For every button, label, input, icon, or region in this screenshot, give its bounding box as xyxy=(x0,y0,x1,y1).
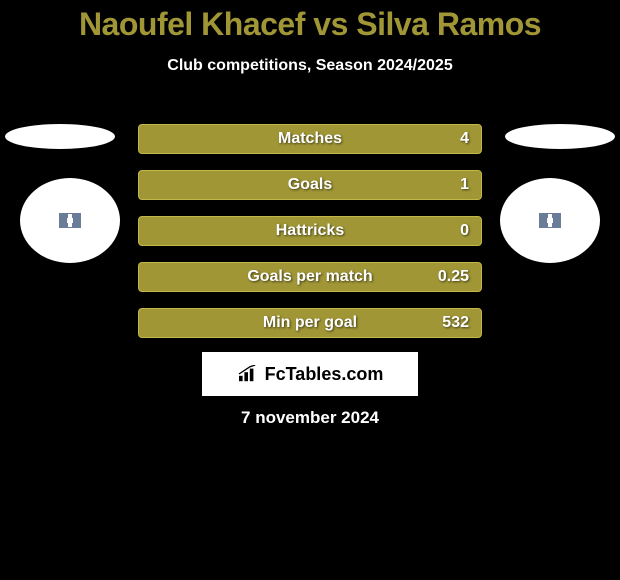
stat-row: Min per goal 532 xyxy=(138,308,482,338)
stat-label: Goals xyxy=(288,176,332,194)
date-label: 7 november 2024 xyxy=(0,408,620,428)
flag-icon xyxy=(539,213,561,228)
stat-value: 532 xyxy=(442,314,469,332)
brand-label: FcTables.com xyxy=(265,364,384,385)
stat-row: Matches 4 xyxy=(138,124,482,154)
stat-label: Min per goal xyxy=(263,314,357,332)
brand-badge: FcTables.com xyxy=(202,352,418,396)
player-right-ellipse xyxy=(505,124,615,149)
stat-value: 1 xyxy=(460,176,469,194)
stat-row: Hattricks 0 xyxy=(138,216,482,246)
stat-label: Goals per match xyxy=(247,268,372,286)
player-right-badge xyxy=(500,178,600,263)
flag-icon xyxy=(59,213,81,228)
stat-value: 0 xyxy=(460,222,469,240)
stat-label: Hattricks xyxy=(276,222,344,240)
stat-row: Goals 1 xyxy=(138,170,482,200)
stat-value: 4 xyxy=(460,130,469,148)
page-title: Naoufel Khacef vs Silva Ramos xyxy=(0,0,620,43)
player-left-badge xyxy=(20,178,120,263)
player-left-ellipse xyxy=(5,124,115,149)
stats-bars: Matches 4 Goals 1 Hattricks 0 Goals per … xyxy=(138,124,482,354)
stat-row: Goals per match 0.25 xyxy=(138,262,482,292)
stat-value: 0.25 xyxy=(438,268,469,286)
page-subtitle: Club competitions, Season 2024/2025 xyxy=(0,57,620,75)
chart-icon xyxy=(237,365,259,383)
stat-label: Matches xyxy=(278,130,342,148)
